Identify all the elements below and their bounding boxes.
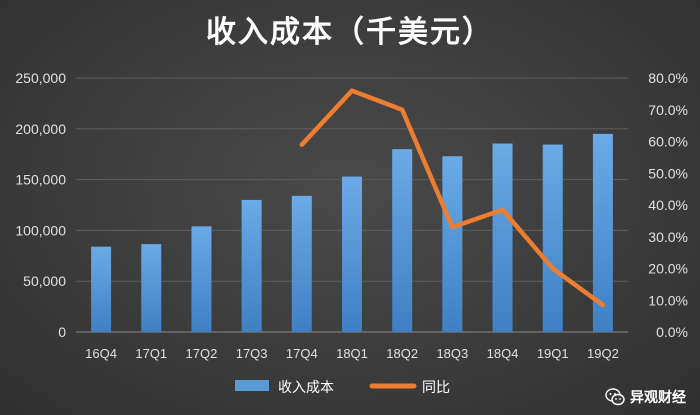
y-right-tick-label: 50.0% — [648, 165, 688, 181]
y-right-tick-label: 0.0% — [656, 324, 688, 340]
bar — [392, 149, 413, 332]
y-right-tick-label: 30.0% — [648, 229, 688, 245]
legend: 收入成本 同比 — [235, 380, 450, 396]
line-path — [299, 88, 606, 308]
bar — [342, 176, 362, 332]
watermark-text: 异观财经 — [630, 390, 686, 406]
x-tick-label: 18Q1 — [336, 346, 368, 361]
y-left-tick-label: 250,000 — [15, 70, 66, 86]
x-tick-label: 16Q4 — [85, 346, 117, 361]
bar — [241, 199, 262, 332]
bar — [492, 143, 513, 332]
y-right-tick-label: 10.0% — [648, 292, 688, 308]
bar — [191, 226, 212, 332]
y-axis-left: 0 50,000 100,000 150,000 200,000 250,000 — [15, 70, 66, 340]
y-right-tick-label: 40.0% — [648, 197, 688, 213]
y-left-tick-label: 200,000 — [15, 121, 66, 137]
legend-label-bar: 收入成本 — [278, 380, 334, 396]
x-tick-label: 19Q2 — [587, 346, 619, 361]
x-tick-label: 17Q3 — [236, 346, 268, 361]
x-tick-label: 18Q2 — [386, 346, 418, 361]
bar — [141, 244, 162, 332]
x-tick-label: 17Q2 — [186, 346, 218, 361]
x-tick-label: 18Q4 — [487, 346, 519, 361]
y-right-tick-label: 80.0% — [648, 70, 688, 86]
legend-swatch-bar — [235, 380, 269, 391]
bar — [91, 246, 112, 332]
y-right-tick-label: 60.0% — [648, 134, 688, 150]
bar-series — [91, 133, 613, 332]
bar — [542, 144, 563, 332]
y-left-tick-label: 100,000 — [15, 222, 66, 238]
y-right-tick-label: 70.0% — [648, 102, 688, 118]
bar — [592, 133, 613, 332]
x-tick-label: 18Q3 — [436, 346, 468, 361]
x-tick-label: 19Q1 — [537, 346, 569, 361]
x-tick-label: 17Q4 — [286, 346, 318, 361]
wechat-icon — [605, 388, 625, 406]
bar — [291, 195, 312, 332]
y-left-tick-label: 150,000 — [15, 172, 66, 188]
watermark: 异观财经 — [605, 387, 686, 407]
y-left-tick-label: 0 — [58, 324, 66, 340]
y-right-tick-label: 20.0% — [648, 261, 688, 277]
chart-title: 收入成本（千美元） — [206, 15, 494, 50]
bar — [442, 156, 463, 332]
x-axis: 16Q4 17Q1 17Q2 17Q3 17Q4 18Q1 18Q2 18Q3 18Q4 19Q1… — [85, 346, 619, 361]
y-left-tick-label: 50,000 — [23, 273, 66, 289]
y-axis-right: 0.0% 10.0% 20.0% 30.0% 40.0% 50.0% 60.0% 70.0% 8… — [648, 70, 688, 340]
line-series — [299, 88, 606, 308]
x-tick-label: 17Q1 — [135, 346, 167, 361]
legend-label-line: 同比 — [422, 380, 450, 396]
